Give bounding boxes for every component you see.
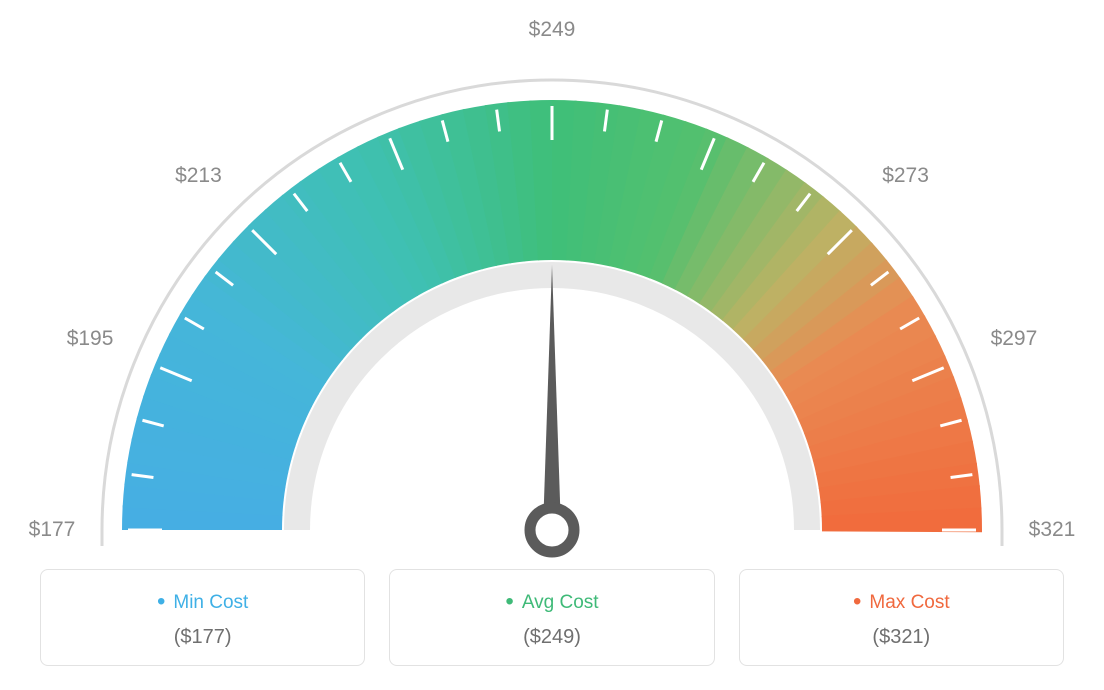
legend-card-avg: Avg Cost ($249)	[389, 569, 714, 666]
legend-value-avg: ($249)	[400, 626, 703, 649]
legend-label-max: Max Cost	[750, 588, 1053, 616]
gauge-scale-label: $249	[529, 18, 576, 42]
gauge-scale-label: $297	[991, 327, 1038, 351]
cost-gauge-chart	[0, 0, 1104, 560]
legend-value-min: ($177)	[51, 626, 354, 649]
gauge-scale-label: $195	[67, 327, 114, 351]
gauge-scale-label: $213	[175, 164, 222, 188]
legend-label-min: Min Cost	[51, 588, 354, 616]
gauge-scale-label: $177	[29, 518, 76, 542]
legend-card-min: Min Cost ($177)	[40, 569, 365, 666]
legend-value-max: ($321)	[750, 626, 1053, 649]
legend-label-avg: Avg Cost	[400, 588, 703, 616]
gauge-scale-label: $273	[882, 164, 929, 188]
legend-row: Min Cost ($177) Avg Cost ($249) Max Cost…	[40, 569, 1064, 666]
gauge-scale-label: $321	[1029, 518, 1076, 542]
legend-card-max: Max Cost ($321)	[739, 569, 1064, 666]
